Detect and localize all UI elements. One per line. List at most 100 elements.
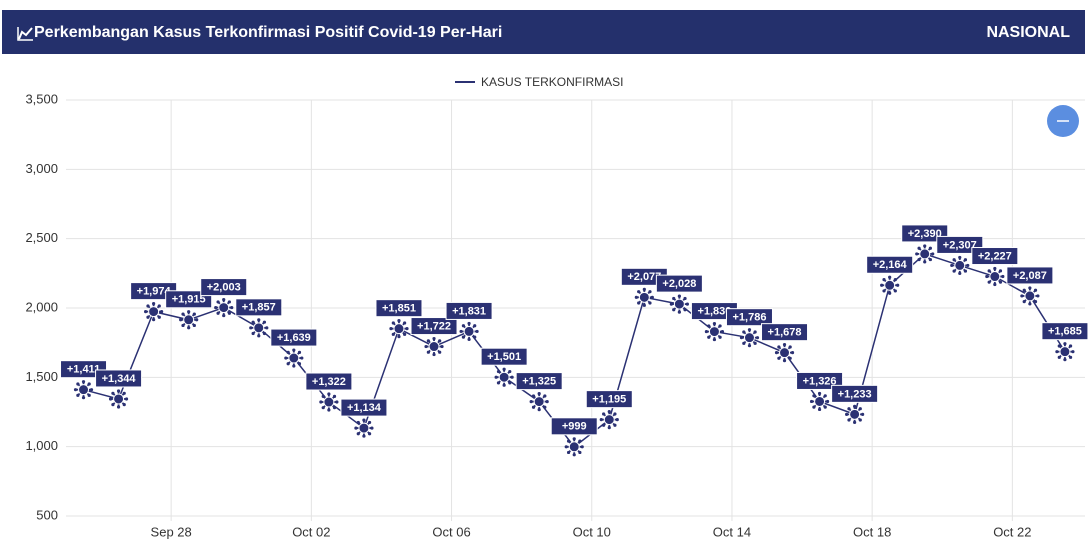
marker-spike-tip	[917, 257, 921, 262]
marker-spike-tip	[152, 302, 156, 306]
virus-marker	[424, 336, 444, 357]
marker-spike-tip	[987, 280, 991, 284]
marker-spike-tip	[192, 312, 196, 316]
marker-spike-tip	[882, 278, 886, 282]
y-tick-label: 1,000	[25, 438, 58, 453]
data-label-box	[725, 308, 773, 327]
data-label: +999	[562, 421, 587, 433]
marker-spike-tip	[354, 426, 358, 430]
marker-spike-tip	[262, 320, 267, 324]
marker-spike-tip	[216, 311, 220, 315]
y-tick-label: 3,000	[25, 161, 58, 176]
marker-spike-tip	[566, 439, 571, 443]
marker-spike-tip	[672, 296, 676, 301]
marker-body	[1024, 290, 1036, 302]
data-label-box	[901, 224, 949, 243]
virus-marker	[179, 310, 199, 330]
marker-spike-tip	[403, 332, 407, 336]
marker-spike-tip	[1057, 344, 1061, 348]
marker-spike-tip	[87, 382, 91, 386]
marker-spike-tip	[251, 320, 255, 324]
data-label-box	[550, 417, 598, 436]
marker-spike-tip	[774, 351, 779, 355]
marker-spike-tip	[572, 437, 576, 441]
marker-spike-tip	[262, 331, 267, 336]
marker-spike-tip	[923, 260, 927, 264]
marker-spike-tip	[300, 356, 304, 360]
data-label-box	[445, 301, 493, 320]
data-label: +1,322	[312, 376, 346, 388]
marker-spike-tip	[297, 362, 302, 366]
x-tick-label: Oct 10	[573, 524, 611, 539]
marker-spike-tip	[124, 397, 129, 401]
marker-body	[638, 291, 650, 303]
marker-spike-tip	[685, 302, 689, 306]
marker-spike-tip	[116, 405, 121, 409]
marker-spike-tip	[1033, 288, 1038, 292]
marker-spike-tip	[403, 321, 407, 325]
marker-spike-tip	[545, 400, 549, 404]
marker-spike-tip	[602, 412, 606, 416]
data-label-box	[936, 235, 984, 254]
marker-spike-tip	[578, 439, 582, 443]
marker-spike-tip	[648, 290, 652, 294]
marker-spike-tip	[286, 362, 290, 366]
marker-spike-tip	[896, 283, 900, 287]
marker-spike-tip	[847, 418, 851, 422]
marker-spike-tip	[683, 296, 687, 301]
marker-spike-tip	[531, 405, 536, 409]
marker-spike-tip	[739, 336, 744, 340]
marker-spike-tip	[432, 352, 436, 357]
marker-spike-tip	[1028, 302, 1032, 306]
marker-spike-tip	[531, 394, 536, 398]
data-label: +1,344	[102, 373, 137, 385]
marker-spike-tip	[613, 412, 617, 416]
virus-marker	[319, 392, 339, 412]
marker-spike-tip	[426, 339, 430, 343]
marker-spike-tip	[367, 420, 372, 425]
marker-spike-tip	[321, 394, 325, 398]
marker-spike-tip	[467, 321, 471, 326]
marker-spike-tip	[742, 341, 746, 345]
marker-spike-tip	[1057, 355, 1061, 359]
marker-spike-tip	[1071, 350, 1075, 354]
marker-body	[323, 396, 335, 408]
marker-spike-tip	[461, 324, 466, 328]
marker-body	[463, 325, 475, 337]
marker-spike-tip	[327, 408, 331, 412]
data-label-box	[1041, 322, 1089, 341]
data-label: +2,087	[1013, 270, 1047, 282]
marker-spike-tip	[292, 348, 296, 352]
data-label-box	[375, 299, 423, 318]
marker-body	[533, 396, 545, 408]
marker-spike-tip	[993, 282, 997, 287]
marker-body	[989, 271, 1001, 283]
marker-spike-tip	[543, 405, 547, 409]
marker-spike-tip	[677, 294, 681, 298]
marker-body	[884, 279, 896, 291]
data-label-box	[971, 247, 1019, 266]
marker-spike-tip	[370, 426, 374, 430]
marker-spike-tip	[284, 356, 288, 360]
marker-spike-tip	[475, 329, 479, 334]
marker-spike-tip	[214, 305, 218, 310]
marker-spike-tip	[122, 403, 126, 407]
marker-spike-tip	[356, 432, 360, 436]
marker-spike-tip	[607, 426, 611, 430]
data-label-box	[200, 278, 248, 297]
marker-spike-tip	[1036, 294, 1040, 298]
x-tick-label: Oct 18	[853, 524, 891, 539]
header-icon	[18, 27, 33, 40]
virus-marker	[73, 380, 94, 400]
virus-marker	[389, 319, 409, 339]
marker-spike-tip	[152, 318, 156, 322]
marker-spike-tip	[782, 343, 787, 347]
virus-marker	[599, 410, 619, 430]
marker-spike-tip	[496, 369, 501, 374]
marker-spike-tip	[952, 269, 956, 273]
data-label-box	[480, 347, 528, 366]
marker-spike-tip	[712, 337, 717, 342]
marker-spike-tip	[712, 321, 717, 326]
marker-body	[849, 408, 861, 420]
